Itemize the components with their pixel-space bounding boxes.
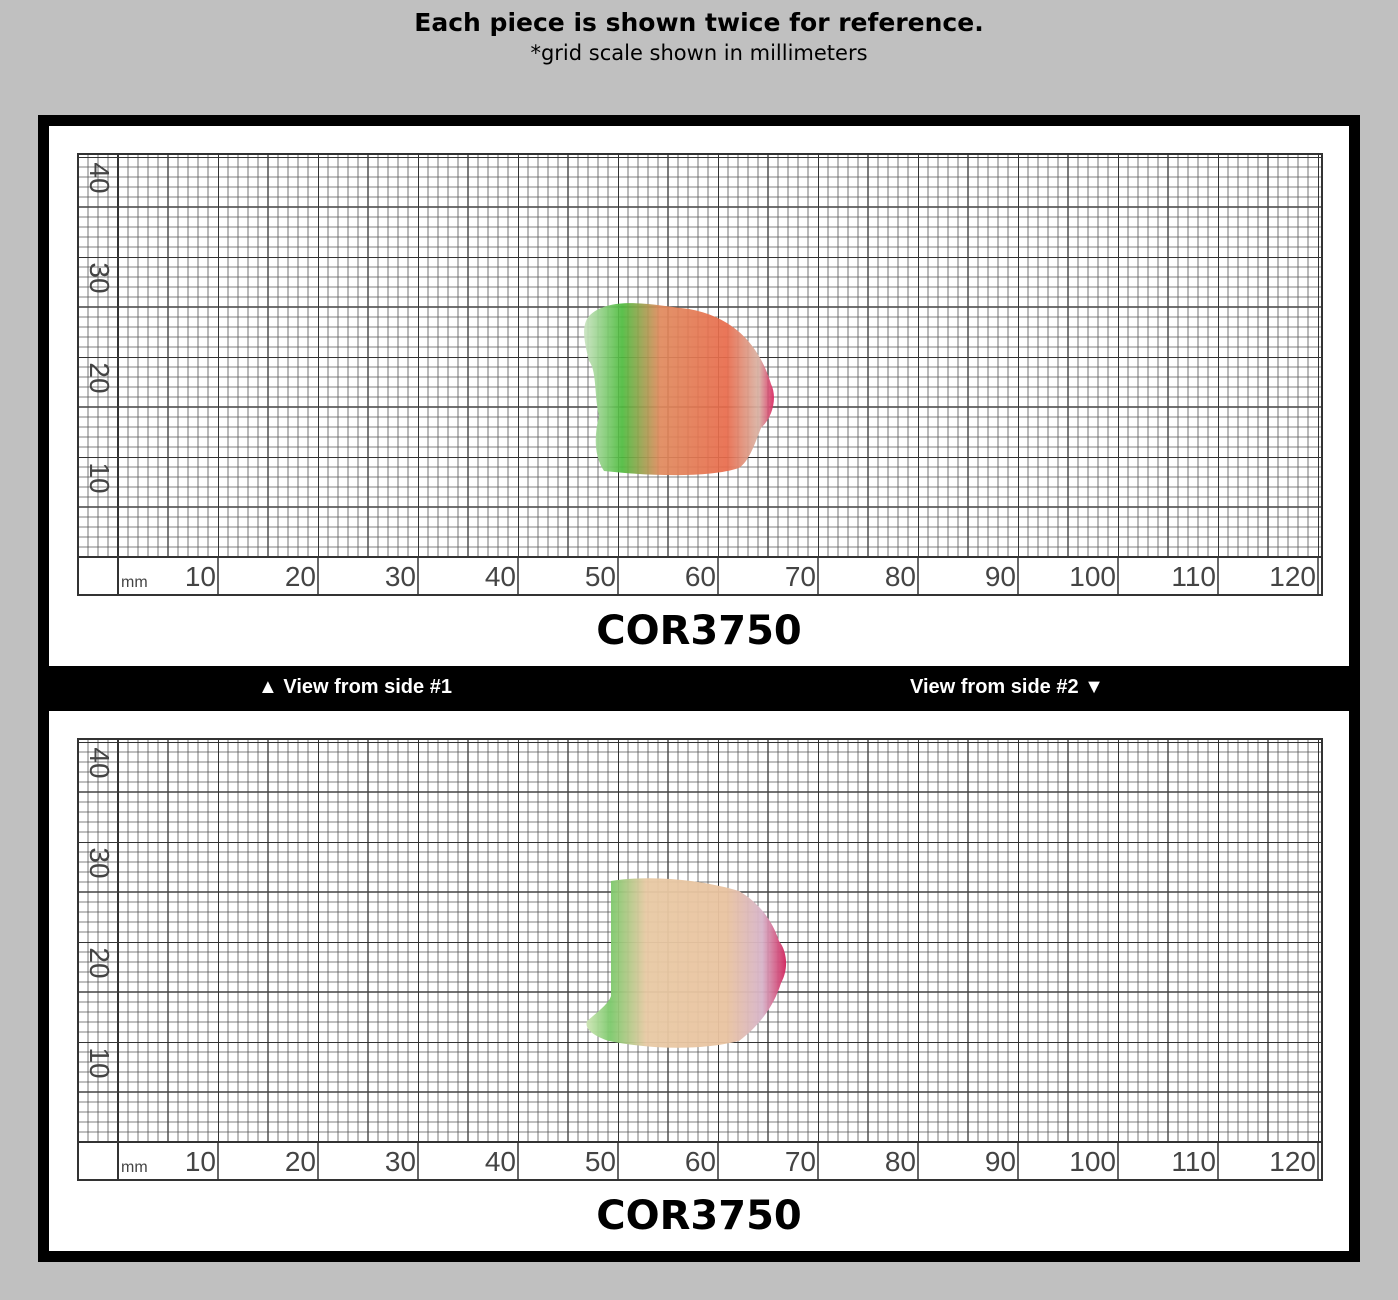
y-tick-label: 20 (84, 947, 115, 978)
x-tick-label: 80 (885, 561, 916, 592)
grid-border (77, 153, 1323, 596)
x-tick-label: 120 (1269, 1146, 1316, 1177)
x-tick-label: 20 (285, 1146, 316, 1177)
x-tick-label: 90 (985, 561, 1016, 592)
y-tick-label: 20 (84, 362, 115, 393)
x-tick-label: 60 (685, 1146, 716, 1177)
unit-label: mm (121, 1159, 148, 1176)
gem-photo (584, 303, 774, 476)
x-tick-label: 40 (485, 1146, 516, 1177)
y-tick-label: 10 (84, 462, 115, 493)
x-tick-label: 30 (385, 1146, 416, 1177)
gem-photo (586, 878, 787, 1048)
view-label: View from side #2 ▼ (910, 676, 1104, 698)
x-tick-label: 120 (1269, 561, 1316, 592)
product-code: COR3750 (596, 1193, 802, 1239)
x-tick-label: 10 (185, 1146, 216, 1177)
x-tick-label: 30 (385, 561, 416, 592)
x-tick-label: 50 (585, 1146, 616, 1177)
y-tick-label: 30 (84, 847, 115, 878)
x-tick-label: 70 (785, 1146, 816, 1177)
photo-panel: 10 20 30 40 50 60 70 80 90 100 110 120 10 20 30 40 mm COR… (49, 126, 1349, 666)
y-tick-label: 30 (84, 262, 115, 293)
y-tick-label: 10 (84, 1047, 115, 1078)
subtitle: *grid scale shown in millimeters (530, 41, 868, 65)
x-tick-label: 90 (985, 1146, 1016, 1177)
y-tick-label: 40 (84, 162, 115, 193)
x-tick-label: 100 (1069, 1146, 1116, 1177)
unit-label: mm (121, 574, 148, 591)
x-tick-label: 50 (585, 561, 616, 592)
x-tick-label: 100 (1069, 561, 1116, 592)
product-code: COR3750 (596, 608, 802, 654)
photo-panel: 10 20 30 40 50 60 70 80 90 100 110 120 10 20 30 40 mm COR… (49, 711, 1349, 1251)
x-tick-label: 10 (185, 561, 216, 592)
x-tick-label: 60 (685, 561, 716, 592)
x-tick-label: 20 (285, 561, 316, 592)
x-tick-label: 40 (485, 561, 516, 592)
x-tick-label: 110 (1171, 561, 1216, 592)
x-tick-label: 80 (885, 1146, 916, 1177)
x-tick-label: 110 (1171, 1146, 1216, 1177)
grid-border (77, 738, 1323, 1181)
title: Each piece is shown twice for reference. (414, 8, 984, 37)
y-tick-label: 40 (84, 747, 115, 778)
view-label: ▲ View from side #1 (258, 676, 452, 698)
x-tick-label: 70 (785, 561, 816, 592)
